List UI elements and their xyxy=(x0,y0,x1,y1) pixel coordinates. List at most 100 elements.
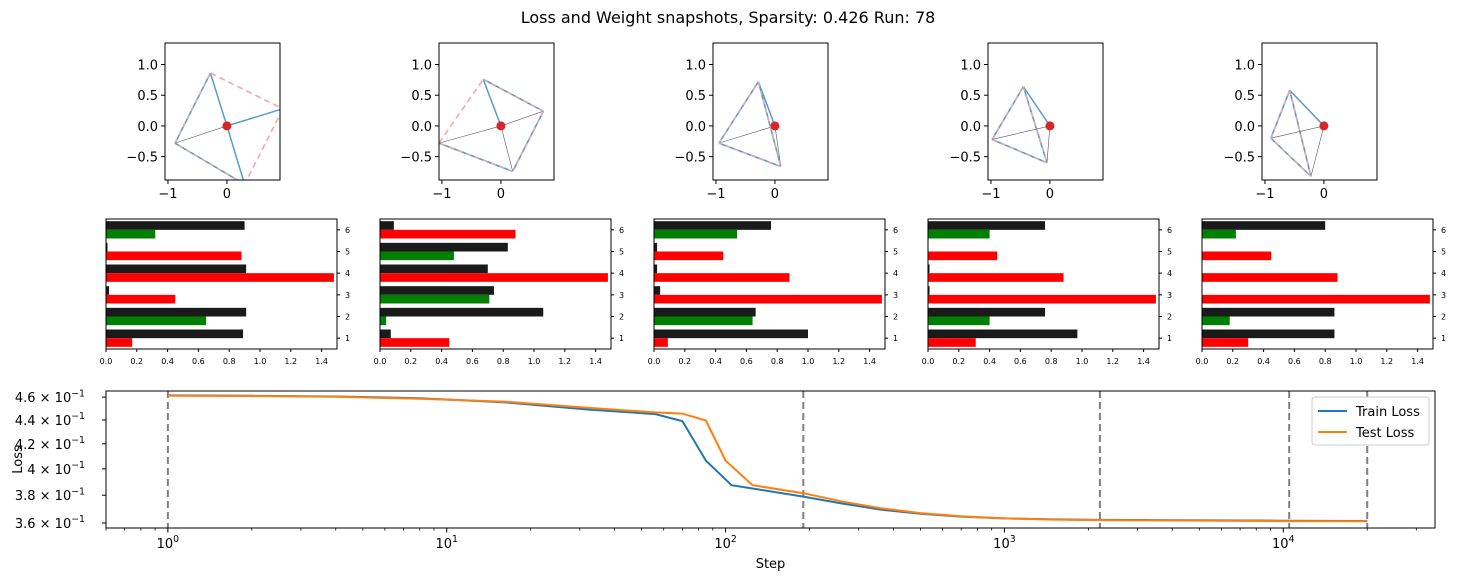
x-tick-label: 0.6 xyxy=(740,357,753,366)
bar-norm xyxy=(928,329,1078,339)
category-label: 2 xyxy=(1441,313,1446,322)
bar-value xyxy=(654,251,724,261)
x-tick-label: 0.0 xyxy=(1196,357,1209,366)
x-tick-label: 1.4 xyxy=(863,357,876,366)
weight-spoke xyxy=(718,125,776,144)
bar-norm xyxy=(380,329,391,339)
legend-label: Train Loss xyxy=(1355,405,1420,420)
weight-spoke xyxy=(174,125,228,144)
x-tick-label: 1.2 xyxy=(1380,357,1393,366)
y-tick-label: 4 × 10−1 xyxy=(27,460,85,478)
y-tick-label: 0.5 xyxy=(685,89,706,104)
bar-axes-frame xyxy=(379,218,612,350)
weight-vector xyxy=(226,125,245,180)
category-label: 1 xyxy=(1441,334,1446,343)
weight-vector xyxy=(1289,89,1325,127)
bar-norm xyxy=(106,307,247,317)
y-tick-label: 0.5 xyxy=(960,89,981,104)
y-tick-label: 0.5 xyxy=(411,89,432,104)
weight-spoke xyxy=(500,125,514,172)
y-tick-label: 1.0 xyxy=(137,59,158,74)
category-label: 6 xyxy=(619,226,624,235)
weight-vector xyxy=(1022,86,1051,127)
weight-vector xyxy=(226,108,280,127)
bar-axes-frame xyxy=(927,218,1160,350)
polygon-edge xyxy=(1270,90,1291,139)
x-tick-label: 103 xyxy=(993,534,1016,552)
y-tick-label: 3.6 × 10−1 xyxy=(15,514,85,532)
category-label: 4 xyxy=(1167,269,1172,278)
polygon-edge-dashed xyxy=(174,72,211,144)
x-tick-label: 0.4 xyxy=(983,357,996,366)
x-tick-label: 1.4 xyxy=(589,357,602,366)
category-label: 5 xyxy=(893,248,898,257)
y-tick-label: 0.0 xyxy=(411,120,432,135)
x-tick-label: −1 xyxy=(981,187,1000,202)
category-label: 3 xyxy=(893,291,898,300)
bar-value xyxy=(1202,273,1338,282)
weight-spoke xyxy=(1046,125,1051,163)
polygon-axes-frame xyxy=(712,42,829,181)
polygon-axes-frame xyxy=(1261,42,1378,181)
x-tick-label: 1.4 xyxy=(1137,357,1150,366)
y-tick-label: 0.0 xyxy=(137,120,158,135)
polygon-edge-dashed xyxy=(512,110,544,172)
x-tick-label: −1 xyxy=(706,187,725,202)
bar-norm xyxy=(928,286,930,295)
category-label: 3 xyxy=(1441,291,1446,300)
x-tick-label: 0.0 xyxy=(100,357,113,366)
polygon-edge-dashed xyxy=(718,142,782,168)
origin-point xyxy=(1045,121,1055,131)
x-tick-label: 0.8 xyxy=(771,357,784,366)
x-tick-label: 0 xyxy=(497,187,505,202)
bar-value xyxy=(654,338,668,347)
bar-value xyxy=(106,294,176,304)
polygon-plot-area xyxy=(174,72,280,180)
x-tick-label: 0 xyxy=(1046,187,1054,202)
weight-spoke xyxy=(992,125,1050,140)
y-tick-label: 1.0 xyxy=(960,59,981,74)
y-tick-label: 3.8 × 10−1 xyxy=(15,486,85,504)
x-tick-label: 100 xyxy=(157,534,180,552)
y-tick-label: 4.6 × 10−1 xyxy=(15,388,85,406)
bar-norm xyxy=(654,264,658,274)
y-tick-label: 0.5 xyxy=(137,89,158,104)
bar-value xyxy=(106,229,156,239)
bar-norm xyxy=(928,264,930,274)
x-tick-label: −1 xyxy=(432,187,451,202)
y-tick-label: 1.0 xyxy=(685,59,706,74)
polygon-edge-dashed xyxy=(210,72,280,109)
bar-value xyxy=(654,294,882,304)
y-tick-label: 1.0 xyxy=(1234,59,1255,74)
weight-vector xyxy=(482,78,502,127)
category-label: 5 xyxy=(345,248,350,257)
bar-panel-2: 1 2 3 4 5 6 0.0 0.2 0.4 0.6 0.8 1.0 1.2 1.4 xyxy=(374,218,624,366)
bar-norm xyxy=(106,286,110,295)
x-tick-label: 0.6 xyxy=(1014,357,1027,366)
category-label: 6 xyxy=(1167,226,1172,235)
category-label: 4 xyxy=(893,269,898,278)
polygon-edge-dashed xyxy=(991,138,1048,164)
bar-panel-1: 1 2 3 4 5 6 0.0 0.2 0.4 0.6 0.8 1.0 1.2 1.4 xyxy=(100,218,350,366)
bar-norm xyxy=(654,242,658,252)
origin-point xyxy=(770,121,780,131)
category-label: 3 xyxy=(1167,291,1172,300)
category-label: 2 xyxy=(619,313,624,322)
weight-spoke xyxy=(1270,125,1324,139)
category-label: 3 xyxy=(619,291,624,300)
category-label: 1 xyxy=(1167,334,1172,343)
weight-spoke xyxy=(1310,125,1325,177)
category-label: 6 xyxy=(345,226,350,235)
bar-norm xyxy=(1202,307,1335,317)
x-tick-label: 0.0 xyxy=(648,357,661,366)
polygon-edge-dashed xyxy=(439,142,513,172)
x-tick-label: 0 xyxy=(1320,187,1328,202)
bar-norm xyxy=(654,329,808,339)
bar-value xyxy=(106,338,133,347)
weight-spoke xyxy=(500,110,544,127)
polygon-panel-1: −0.5 0.0 0.5 1.0 −1 0 xyxy=(126,42,281,202)
category-label: 4 xyxy=(619,269,624,278)
bar-value xyxy=(380,316,387,326)
bar-axes-frame xyxy=(105,218,338,350)
